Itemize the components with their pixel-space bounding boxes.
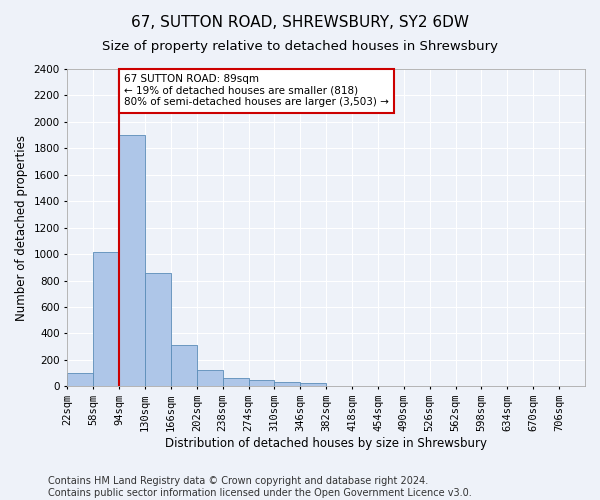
Bar [197, 370, 223, 386]
Text: Size of property relative to detached houses in Shrewsbury: Size of property relative to detached ho… [102, 40, 498, 53]
Y-axis label: Number of detached properties: Number of detached properties [15, 134, 28, 320]
Bar [274, 382, 301, 386]
Bar [67, 373, 94, 386]
Text: Contains HM Land Registry data © Crown copyright and database right 2024.
Contai: Contains HM Land Registry data © Crown c… [48, 476, 472, 498]
Bar [145, 272, 171, 386]
Bar [171, 344, 197, 387]
Bar [94, 252, 119, 386]
Bar [248, 380, 274, 386]
Text: 67, SUTTON ROAD, SHREWSBURY, SY2 6DW: 67, SUTTON ROAD, SHREWSBURY, SY2 6DW [131, 15, 469, 30]
Text: 67 SUTTON ROAD: 89sqm
← 19% of detached houses are smaller (818)
80% of semi-det: 67 SUTTON ROAD: 89sqm ← 19% of detached … [124, 74, 389, 108]
Bar [301, 383, 326, 386]
X-axis label: Distribution of detached houses by size in Shrewsbury: Distribution of detached houses by size … [165, 437, 487, 450]
Bar [223, 378, 248, 386]
Bar [119, 135, 145, 386]
